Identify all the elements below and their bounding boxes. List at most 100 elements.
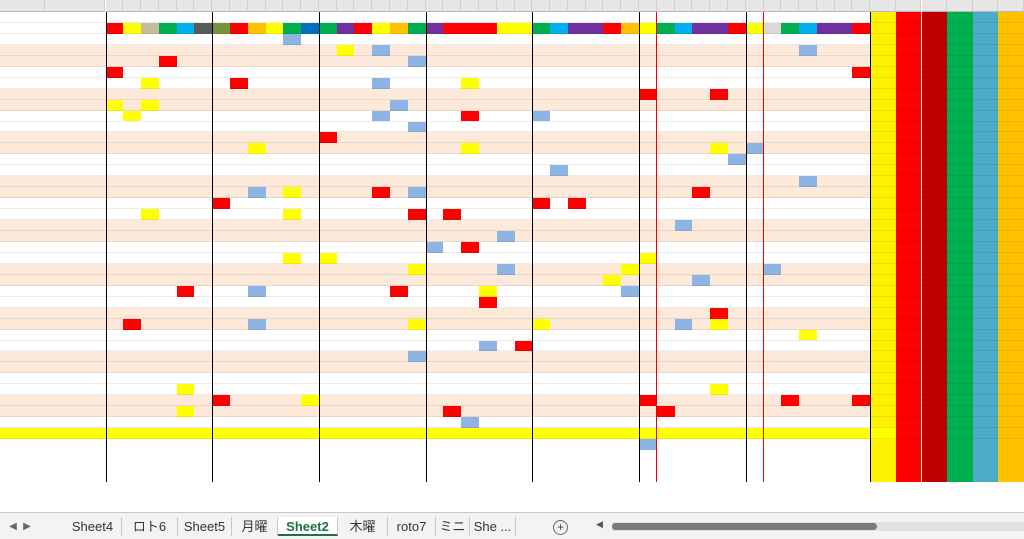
number-cell[interactable]: [318, 252, 337, 264]
number-cell[interactable]: [496, 231, 515, 242]
number-cell[interactable]: [656, 406, 675, 418]
number-cell[interactable]: [639, 252, 657, 264]
sheet-tab[interactable]: Sheet4: [64, 517, 122, 536]
column-header[interactable]: [727, 0, 746, 12]
column-header[interactable]: [212, 0, 230, 12]
number-cell[interactable]: [461, 417, 479, 429]
column-header[interactable]: [301, 0, 319, 12]
number-cell[interactable]: [532, 110, 551, 122]
column-header[interactable]: [141, 0, 159, 12]
number-cell[interactable]: [230, 77, 248, 89]
number-cell[interactable]: [781, 395, 800, 407]
number-cell[interactable]: [567, 198, 586, 210]
tab-scroll-right-icon[interactable]: ▶: [23, 521, 31, 532]
column-header[interactable]: [852, 0, 871, 12]
column-header[interactable]: [550, 0, 568, 12]
number-cell[interactable]: [514, 340, 533, 352]
number-cell[interactable]: [372, 187, 391, 199]
number-cell[interactable]: [461, 241, 479, 253]
number-cell[interactable]: [105, 99, 124, 111]
number-cell[interactable]: [390, 285, 408, 297]
number-cell[interactable]: [372, 44, 391, 56]
column-header[interactable]: [354, 0, 373, 12]
column-header[interactable]: [372, 0, 391, 12]
sheet-tab[interactable]: 木曜: [338, 517, 388, 536]
hscroll-left-icon[interactable]: ◀: [596, 519, 603, 529]
number-cell[interactable]: [461, 77, 479, 89]
column-header[interactable]: [834, 0, 853, 12]
number-cell[interactable]: [372, 77, 391, 89]
column-header[interactable]: [763, 0, 782, 12]
number-cell[interactable]: [212, 198, 230, 210]
number-cell[interactable]: [212, 395, 230, 407]
number-cell[interactable]: [799, 176, 817, 188]
column-header[interactable]: [265, 0, 284, 12]
column-header[interactable]: [567, 0, 586, 12]
column-header[interactable]: [461, 0, 479, 12]
number-cell[interactable]: [301, 395, 319, 407]
number-cell[interactable]: [852, 395, 871, 407]
column-header[interactable]: [674, 0, 693, 12]
column-header[interactable]: [105, 0, 124, 12]
column-header[interactable]: [318, 0, 337, 12]
number-cell[interactable]: [532, 318, 551, 330]
column-header[interactable]: [496, 0, 515, 12]
column-header[interactable]: [158, 0, 177, 12]
column-header[interactable]: [443, 0, 462, 12]
column-header[interactable]: [998, 0, 1024, 12]
number-cell[interactable]: [141, 77, 159, 89]
number-cell[interactable]: [123, 318, 142, 330]
number-cell[interactable]: [710, 88, 728, 100]
column-header[interactable]: [230, 0, 248, 12]
number-cell[interactable]: [176, 384, 195, 396]
number-cell[interactable]: [283, 187, 302, 199]
number-cell[interactable]: [763, 263, 782, 275]
column-header[interactable]: [283, 0, 302, 12]
number-cell[interactable]: [727, 154, 746, 166]
column-header[interactable]: [336, 0, 355, 12]
column-header[interactable]: [639, 0, 657, 12]
number-cell[interactable]: [710, 384, 728, 396]
number-cell[interactable]: [407, 55, 426, 67]
column-header[interactable]: [514, 0, 533, 12]
column-header[interactable]: [390, 0, 408, 12]
column-header[interactable]: [176, 0, 195, 12]
number-cell[interactable]: [247, 285, 266, 297]
number-cell[interactable]: [443, 406, 462, 418]
column-header[interactable]: [710, 0, 728, 12]
number-cell[interactable]: [336, 44, 355, 56]
number-cell[interactable]: [407, 209, 426, 221]
number-cell[interactable]: [710, 143, 728, 155]
column-header[interactable]: [799, 0, 817, 12]
column-header[interactable]: [972, 0, 999, 12]
column-header[interactable]: [407, 0, 426, 12]
number-cell[interactable]: [710, 307, 728, 319]
number-cell[interactable]: [443, 209, 462, 221]
spreadsheet-grid[interactable]: [0, 0, 1024, 512]
number-cell[interactable]: [461, 110, 479, 122]
tab-scroll-left-icon[interactable]: ◀: [9, 521, 17, 532]
number-cell[interactable]: [372, 110, 391, 122]
number-cell[interactable]: [532, 198, 551, 210]
number-cell[interactable]: [852, 66, 871, 78]
number-cell[interactable]: [621, 285, 640, 297]
column-header[interactable]: [692, 0, 711, 12]
column-header[interactable]: [0, 0, 46, 12]
column-header[interactable]: [247, 0, 266, 12]
column-header[interactable]: [870, 0, 896, 12]
column-header[interactable]: [816, 0, 835, 12]
number-cell[interactable]: [692, 274, 711, 286]
number-cell[interactable]: [425, 241, 444, 253]
number-cell[interactable]: [283, 252, 302, 264]
number-cell[interactable]: [407, 187, 426, 199]
number-cell[interactable]: [176, 285, 195, 297]
column-header[interactable]: [621, 0, 640, 12]
number-cell[interactable]: [745, 143, 764, 155]
sheet-tab[interactable]: Sheet2: [278, 517, 338, 536]
number-cell[interactable]: [478, 296, 497, 308]
scrollbar-thumb[interactable]: [612, 523, 877, 530]
column-header[interactable]: [603, 0, 622, 12]
number-cell[interactable]: [496, 263, 515, 275]
number-cell[interactable]: [158, 55, 177, 67]
number-cell[interactable]: [639, 88, 657, 100]
